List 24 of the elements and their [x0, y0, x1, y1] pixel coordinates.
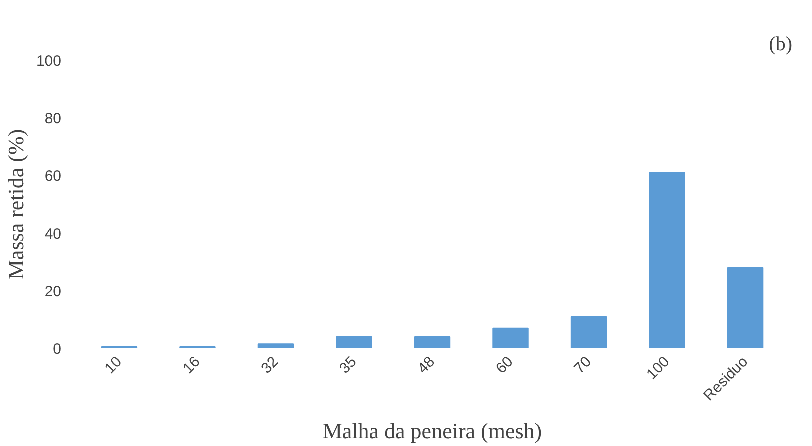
bar	[492, 328, 529, 348]
x-tick-label: 32	[258, 353, 282, 378]
y-axis-title: Massa retida (%)	[3, 129, 28, 280]
y-tick-label: 20	[44, 283, 62, 300]
x-axis-title: Malha da peneira (mesh)	[322, 418, 542, 444]
y-tick-label: 100	[36, 53, 62, 70]
bar	[258, 344, 294, 348]
chart-title: (b)	[769, 34, 793, 56]
y-tick-label: 80	[44, 110, 62, 128]
y-tick-label: 0	[53, 341, 62, 358]
x-tick-label: 100	[644, 353, 674, 384]
y-tick-label: 40	[44, 226, 62, 243]
x-tick-label: 60	[492, 353, 517, 378]
bar	[414, 336, 451, 348]
bar	[570, 316, 608, 348]
x-tick-label: 16	[180, 353, 204, 378]
bar	[336, 336, 372, 348]
x-tick-label: 35	[336, 353, 360, 378]
x-tick-label: 48	[414, 353, 439, 378]
bar	[727, 267, 764, 348]
y-tick-label: 60	[44, 168, 62, 186]
x-tick-label: 10	[102, 353, 126, 378]
bar	[649, 172, 686, 348]
x-tick-label: 70	[571, 353, 596, 378]
